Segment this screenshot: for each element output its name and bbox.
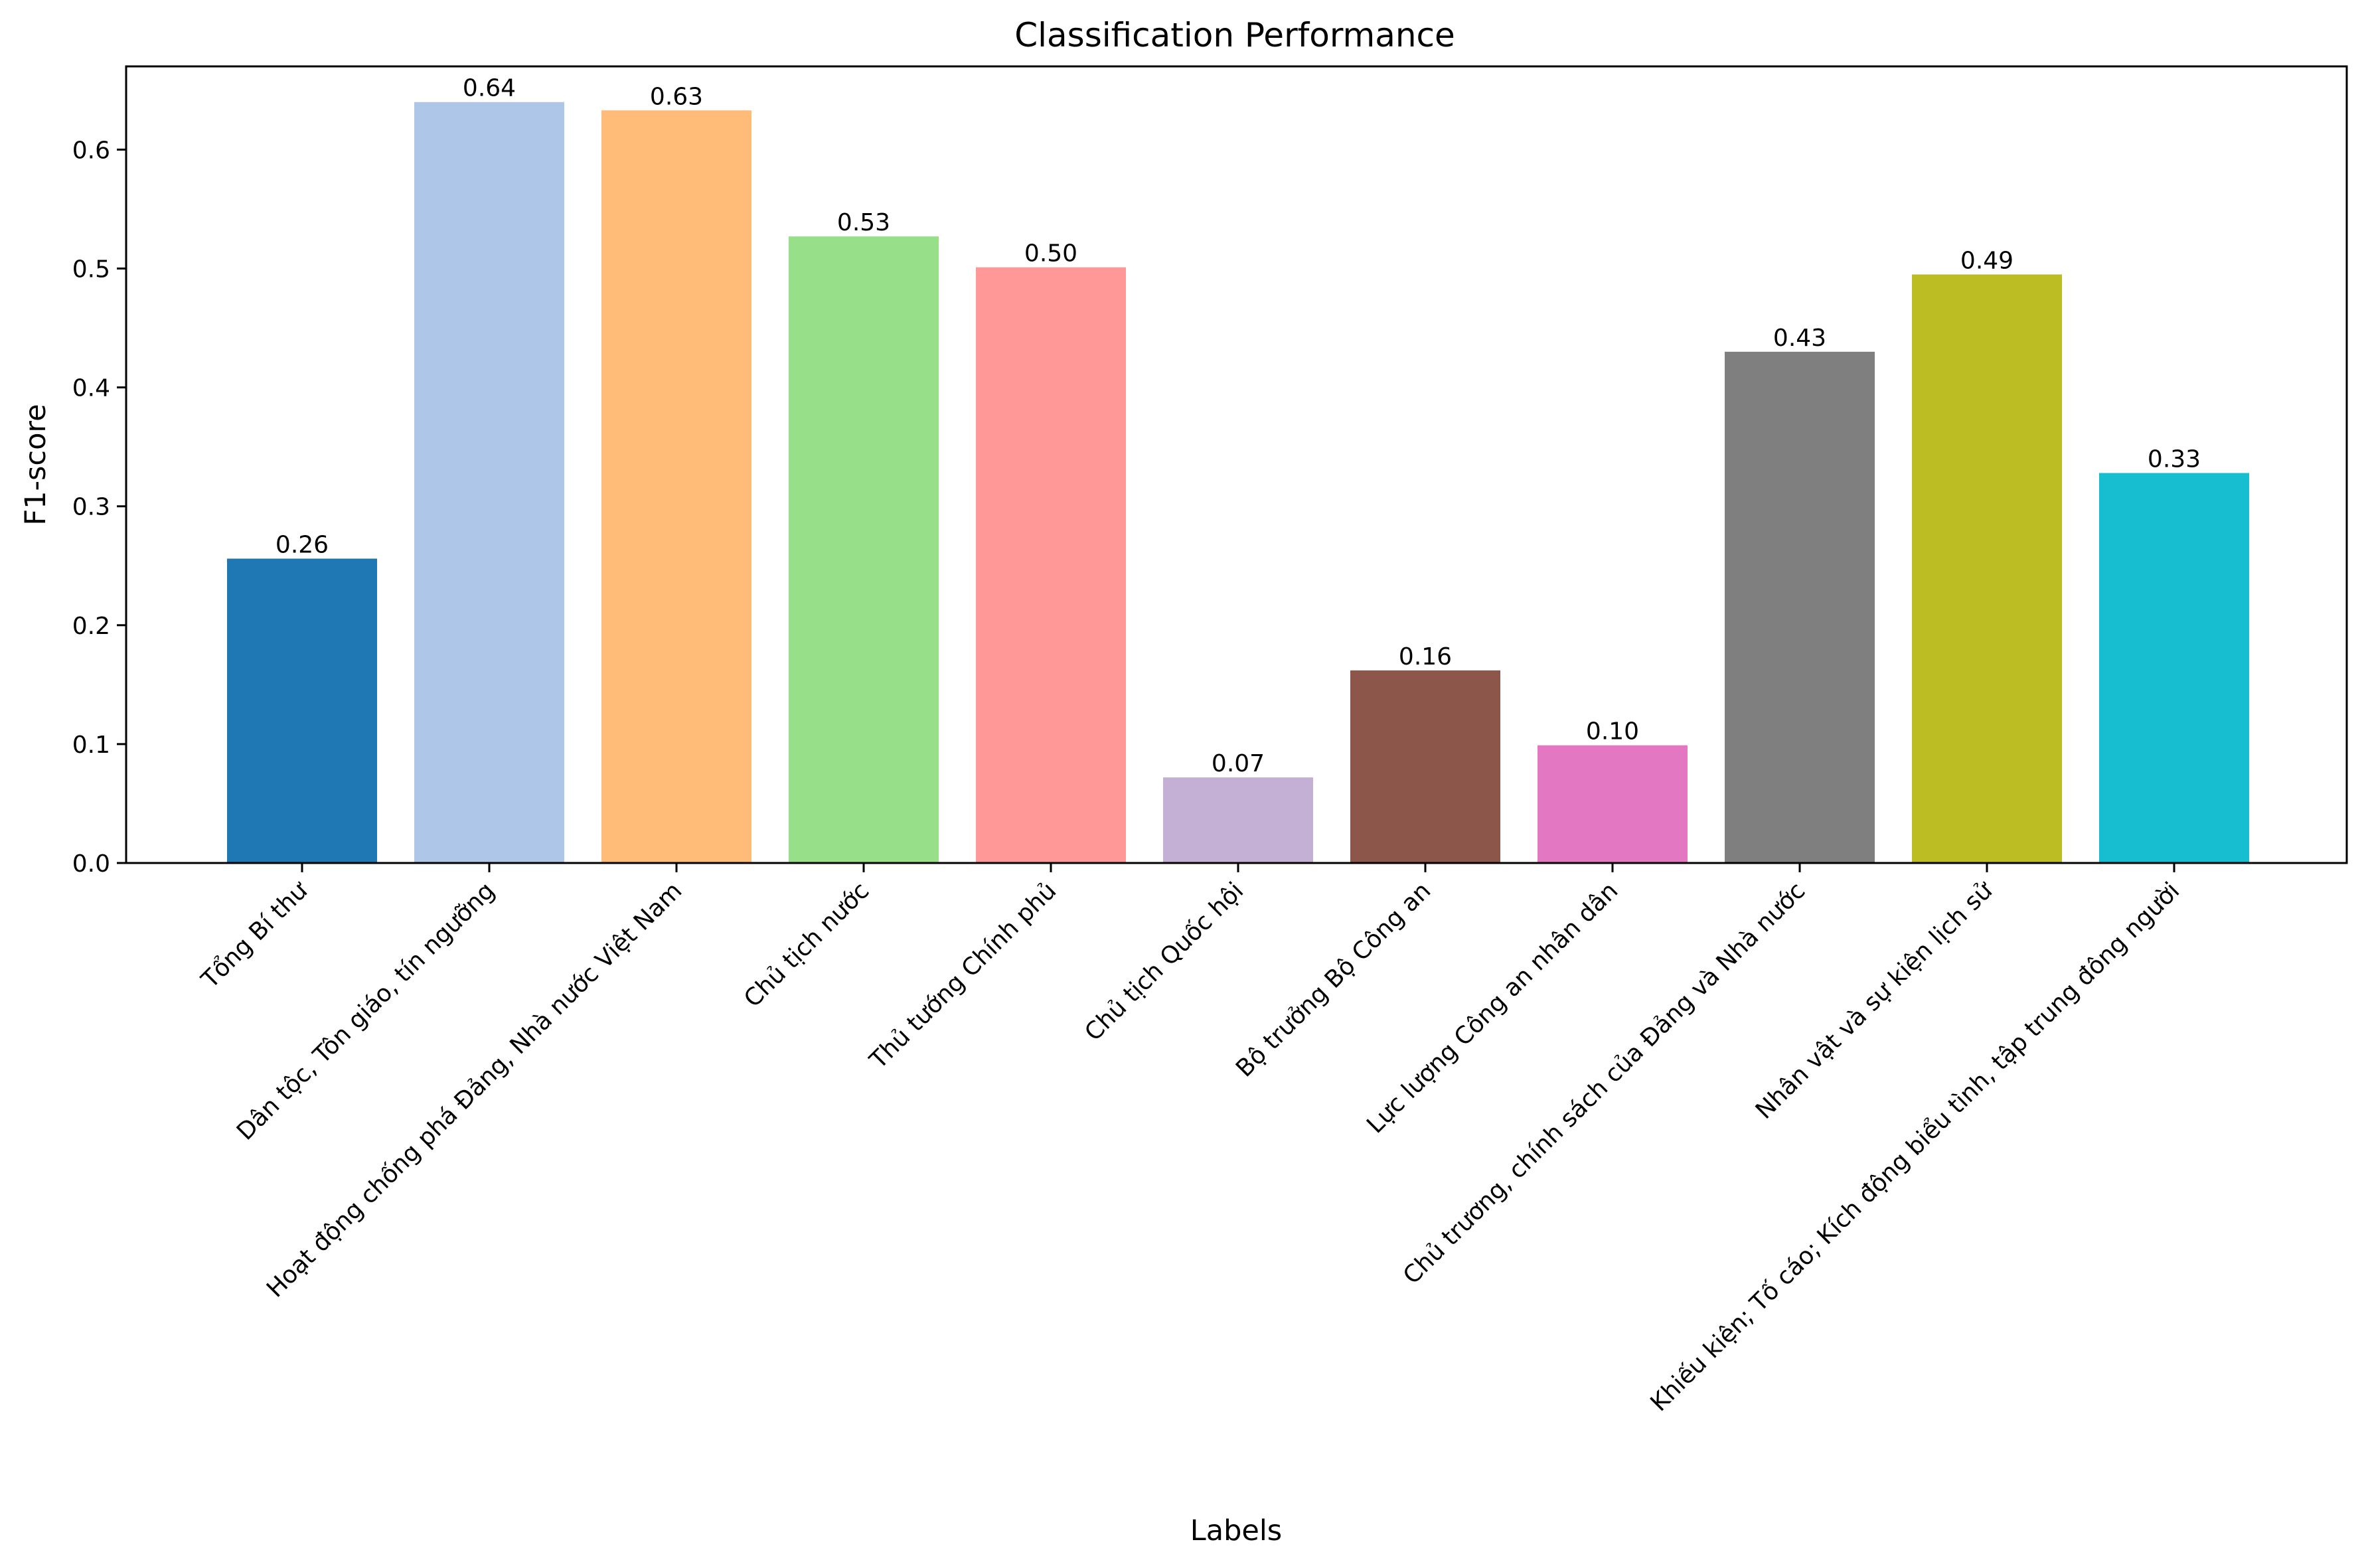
y-tick-label: 0.6 <box>72 137 110 164</box>
x-tick-label: Chủ trương, chính sách của Đảng và Nhà n… <box>1398 877 1810 1289</box>
plot-frame <box>125 65 2348 864</box>
bar-value-label: 0.43 <box>1773 325 1826 352</box>
y-tick-label: 0.4 <box>72 375 110 402</box>
x-tick-label: Thủ tướng Chính phủ <box>864 877 1062 1074</box>
y-tick-label: 0.3 <box>72 494 110 521</box>
bar-value-label: 0.53 <box>837 209 890 236</box>
bar-value-label: 0.49 <box>1960 247 2013 274</box>
x-tick-label: Chủ tịch nước <box>739 877 874 1012</box>
bar <box>2099 473 2249 863</box>
y-tick-label: 0.0 <box>72 850 110 878</box>
y-axis-label: F1-score <box>19 404 52 525</box>
x-tick-label: Hoạt động chống phá Đảng, Nhà nước Việt … <box>262 877 687 1302</box>
bar-value-label: 0.26 <box>276 531 329 558</box>
bar <box>1350 670 1500 863</box>
x-tick-label: Bộ trưởng Bộ Công an <box>1231 877 1436 1082</box>
x-tick-label: Chủ tịch Quốc hội <box>1079 877 1249 1046</box>
bar-value-label: 0.63 <box>650 83 703 110</box>
bar-value-label: 0.07 <box>1212 750 1265 777</box>
bar <box>1912 274 2062 863</box>
bar-value-label: 0.33 <box>2148 446 2201 473</box>
bar-value-label: 0.10 <box>1586 718 1639 745</box>
bar <box>601 110 751 863</box>
plot-area: 0.0 0.1 0.2 0.3 0.4 0.5 0.6 0.26 Tổng Bí thư 0.64… <box>72 75 2249 1417</box>
y-tick-label: 0.1 <box>72 732 110 759</box>
bar <box>1538 745 1688 863</box>
bar-value-label: 0.64 <box>463 75 516 102</box>
bar <box>227 558 377 863</box>
y-tick-label: 0.2 <box>72 613 110 640</box>
bar <box>414 102 564 864</box>
bar <box>789 236 939 864</box>
x-tick-label: Tổng Bí thư <box>196 876 314 994</box>
chart-title: Classification Performance <box>1014 16 1455 54</box>
bar <box>1163 777 1313 863</box>
bar <box>976 267 1126 864</box>
bar <box>1725 351 1875 863</box>
y-tick-label: 0.5 <box>72 256 110 283</box>
x-axis-label: Labels <box>1190 1514 1282 1547</box>
bar-value-label: 0.50 <box>1024 240 1077 268</box>
bar-value-label: 0.16 <box>1399 643 1452 670</box>
